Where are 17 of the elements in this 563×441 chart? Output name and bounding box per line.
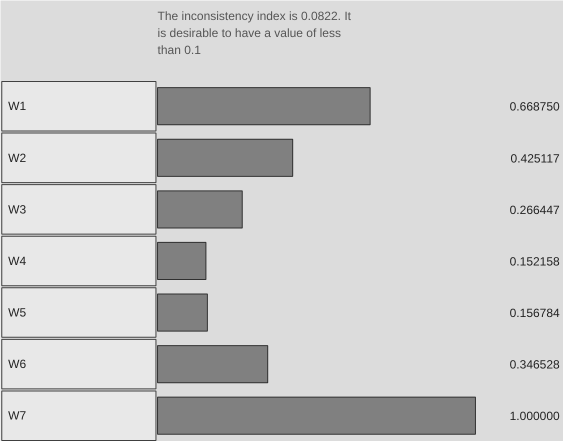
- data-label: 0.425117: [510, 151, 560, 166]
- bar: [157, 293, 208, 332]
- data-label: 0.156784: [510, 306, 560, 320]
- y-tick-label: W3: [8, 202, 26, 216]
- y-tick-label: W4: [8, 254, 26, 268]
- data-label: 0.152158: [510, 254, 560, 268]
- bar: [157, 242, 206, 280]
- y-tick-label: W5: [8, 306, 26, 320]
- chart-title: The inconsistency index is 0.0822. It is desirable to have a value of less than 0.1: [158, 8, 352, 58]
- y-tick-label: W1: [8, 99, 26, 114]
- y-tick-label: W7: [8, 408, 26, 423]
- data-label: 0.346528: [510, 358, 560, 372]
- y-tick-label: W6: [8, 357, 26, 372]
- data-label: 1.000000: [510, 409, 560, 424]
- data-label: 0.266447: [510, 202, 560, 217]
- y-tick-label: W2: [8, 150, 26, 165]
- data-label: 0.668750: [510, 100, 560, 114]
